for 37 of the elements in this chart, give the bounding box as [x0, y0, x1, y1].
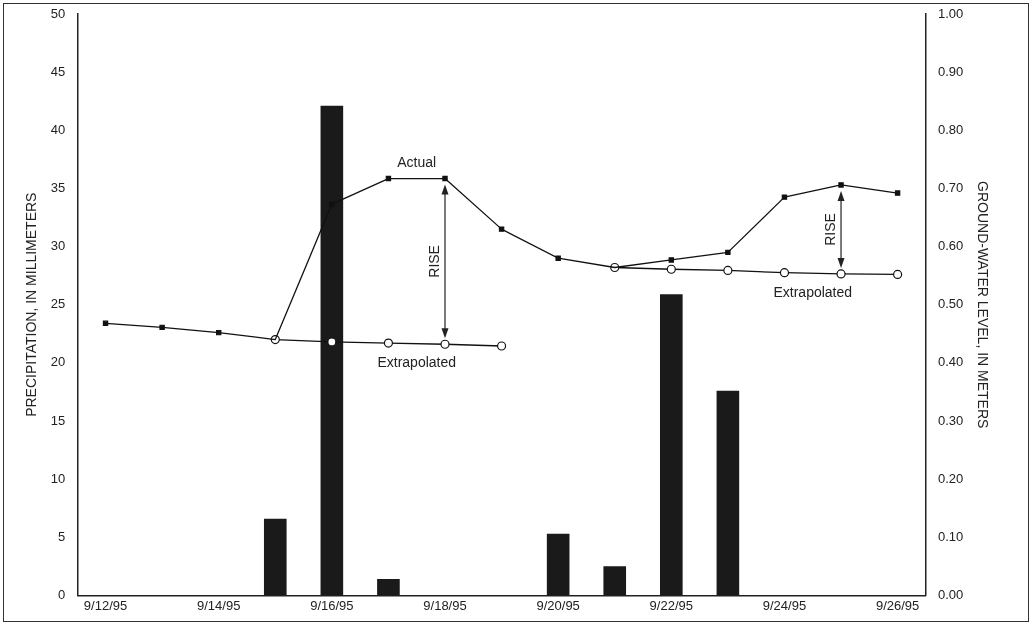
- y2-tick-label: 0.50: [937, 296, 964, 312]
- y-tick-label: 0: [58, 586, 66, 602]
- annotation: RISE: [425, 245, 442, 278]
- x-tick-label: 9/18/95: [423, 597, 467, 613]
- x-tick-label: 9/16/95: [310, 597, 354, 613]
- y2-tick-label: 0.40: [937, 354, 964, 370]
- y2-tick-label: 0.70: [937, 180, 964, 195]
- y-tick-label: 15: [50, 412, 66, 428]
- y-tick-label: 30: [50, 238, 66, 254]
- series-label: Extrapolated: [773, 283, 853, 300]
- x-tick-label: 9/12/95: [83, 597, 128, 613]
- y-tick-label: 35: [50, 180, 66, 195]
- y-tick-label: 40: [50, 121, 66, 137]
- annotation: RISE: [821, 213, 838, 246]
- y-tick-label: 20: [50, 354, 66, 370]
- x-tick-label: 9/24/95: [762, 597, 807, 613]
- y2-tick-label: 0.60: [937, 238, 964, 254]
- series-label: Actual: [397, 154, 437, 171]
- y-axis-title: PRECIPITATION, IN MILLIMETERS: [23, 192, 40, 417]
- y2-tick-label: 0.30: [937, 412, 964, 428]
- y-tick-label: 25: [50, 296, 66, 312]
- y-tick-label: 5: [58, 528, 66, 544]
- y2-tick-label: 0.20: [937, 470, 964, 486]
- x-tick-label: 9/22/95: [649, 597, 693, 613]
- series-label: Extrapolated: [377, 354, 457, 371]
- y-tick-label: 50: [50, 5, 66, 21]
- y2-tick-label: 0.80: [937, 121, 964, 137]
- y2-tick-label: 0.00: [937, 586, 964, 602]
- x-tick-label: 9/20/95: [536, 597, 580, 613]
- x-tick-label: 9/26/95: [875, 597, 920, 613]
- y2-axis-title: GROUND-WATER LEVEL, IN METERS: [974, 181, 991, 429]
- x-tick-label: 9/14/95: [197, 597, 241, 613]
- y-tick-label: 45: [50, 63, 66, 79]
- y2-tick-label: 0.10: [937, 528, 964, 544]
- y-tick-label: 10: [50, 470, 66, 486]
- y2-tick-label: 0.90: [937, 63, 964, 79]
- y2-tick-label: 1.00: [937, 5, 964, 21]
